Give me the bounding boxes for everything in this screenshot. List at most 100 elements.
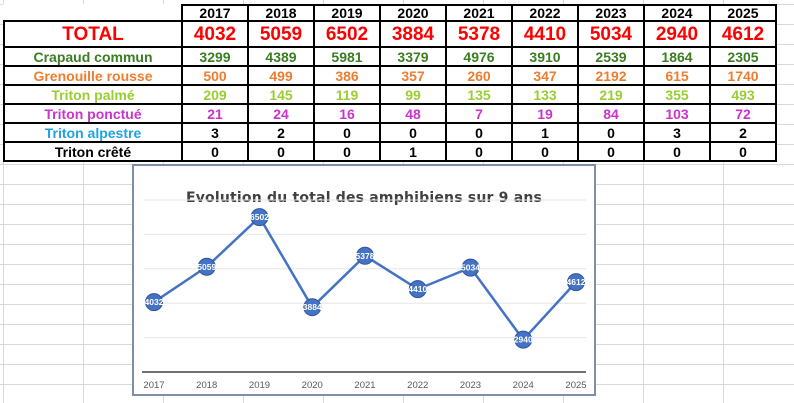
year-header-cell[interactable]: 2018: [247, 4, 315, 22]
species-value-cell[interactable]: 0: [709, 141, 777, 162]
species-value-cell[interactable]: 5981: [313, 46, 381, 67]
species-value-cell[interactable]: 0: [247, 141, 315, 162]
species-value-cell[interactable]: 19: [511, 103, 579, 124]
data-label: 5378: [356, 251, 375, 261]
species-label-cell[interactable]: Triton alpestre: [3, 122, 183, 143]
year-header-cell[interactable]: 2017: [181, 4, 249, 22]
species-value-cell[interactable]: 3910: [511, 46, 579, 67]
species-label-cell[interactable]: Triton ponctué: [3, 103, 183, 124]
species-value-cell[interactable]: 0: [445, 122, 513, 143]
species-label-cell[interactable]: Crapaud commun: [3, 46, 183, 67]
data-point[interactable]: [514, 330, 533, 349]
data-point[interactable]: [356, 246, 374, 265]
species-value-cell[interactable]: 0: [511, 141, 579, 162]
species-value-cell[interactable]: 0: [181, 141, 249, 162]
total-label-cell[interactable]: TOTAL: [3, 20, 183, 48]
total-value-cell[interactable]: 5059: [247, 20, 315, 48]
data-point[interactable]: [250, 208, 269, 227]
species-value-cell[interactable]: 0: [313, 122, 381, 143]
species-value-cell[interactable]: 347: [511, 65, 579, 86]
species-value-cell[interactable]: 3379: [379, 46, 447, 67]
species-value-cell[interactable]: 1740: [709, 65, 777, 86]
species-value-cell[interactable]: 99: [379, 84, 447, 105]
year-header-cell[interactable]: 2023: [577, 4, 645, 22]
species-value-cell[interactable]: 4976: [445, 46, 513, 67]
species-value-cell[interactable]: 357: [379, 65, 447, 86]
year-header-cell[interactable]: 2021: [445, 4, 513, 22]
species-value-cell[interactable]: 499: [247, 65, 315, 86]
species-value-cell[interactable]: 386: [313, 65, 381, 86]
species-value-cell[interactable]: 260: [445, 65, 513, 86]
total-value-cell[interactable]: 5034: [577, 20, 645, 48]
data-point[interactable]: [567, 273, 585, 292]
data-point[interactable]: [461, 258, 480, 277]
data-label: 6502: [250, 212, 269, 222]
species-value-cell[interactable]: 145: [247, 84, 315, 105]
species-value-cell[interactable]: 355: [643, 84, 711, 105]
data-label: 4612: [567, 277, 586, 287]
data-label: 4032: [145, 297, 164, 307]
species-value-cell[interactable]: 0: [577, 141, 645, 162]
species-value-cell[interactable]: 2: [709, 122, 777, 143]
chart-title: Evolution du total des amphibiens sur 9 …: [185, 190, 543, 206]
species-value-cell[interactable]: 4389: [247, 46, 315, 67]
total-value-cell[interactable]: 3884: [379, 20, 447, 48]
species-value-cell[interactable]: 615: [643, 65, 711, 86]
total-value-cell[interactable]: 4410: [511, 20, 579, 48]
data-label: 5059: [197, 262, 216, 272]
x-tick-label: 2023: [460, 380, 481, 391]
year-header-cell[interactable]: 2019: [313, 4, 381, 22]
data-point[interactable]: [303, 298, 322, 317]
species-value-cell[interactable]: 103: [643, 103, 711, 124]
total-value-cell[interactable]: 6502: [313, 20, 381, 48]
year-header-cell[interactable]: 2020: [379, 4, 447, 22]
year-header-cell[interactable]: 2025: [709, 4, 777, 22]
total-value-cell[interactable]: 4032: [181, 20, 249, 48]
species-label-cell[interactable]: Triton palmé: [3, 84, 183, 105]
empty-corner-cell: [4, 5, 183, 22]
species-value-cell[interactable]: 119: [313, 84, 381, 105]
species-value-cell[interactable]: 493: [709, 84, 777, 105]
species-value-cell[interactable]: 16: [313, 103, 381, 124]
data-point[interactable]: [408, 280, 427, 299]
x-tick-label: 2024: [513, 380, 534, 391]
species-label-cell[interactable]: Triton crêté: [3, 141, 183, 162]
species-value-cell[interactable]: 0: [445, 141, 513, 162]
species-value-cell[interactable]: 1864: [643, 46, 711, 67]
species-value-cell[interactable]: 0: [379, 122, 447, 143]
year-header-cell[interactable]: 2024: [643, 4, 711, 22]
species-value-cell[interactable]: 2305: [709, 46, 777, 67]
x-tick-label: 2022: [407, 380, 428, 391]
total-value-cell[interactable]: 2940: [643, 20, 711, 48]
species-value-cell[interactable]: 48: [379, 103, 447, 124]
species-value-cell[interactable]: 3: [643, 122, 711, 143]
total-value-cell[interactable]: 4612: [709, 20, 777, 48]
species-label-cell[interactable]: Grenouille rousse: [3, 65, 183, 86]
species-value-cell[interactable]: 1: [511, 122, 579, 143]
species-value-cell[interactable]: 0: [577, 122, 645, 143]
species-value-cell[interactable]: 2539: [577, 46, 645, 67]
species-value-cell[interactable]: 0: [643, 141, 711, 162]
x-tick-label: 2018: [196, 380, 217, 391]
total-evolution-chart[interactable]: Evolution du total des amphibiens sur 9 …: [132, 164, 596, 396]
species-value-cell[interactable]: 7: [445, 103, 513, 124]
species-value-cell[interactable]: 209: [181, 84, 249, 105]
total-value-cell[interactable]: 5378: [445, 20, 513, 48]
species-value-cell[interactable]: 1: [379, 141, 447, 162]
species-value-cell[interactable]: 0: [313, 141, 381, 162]
year-header-cell[interactable]: 2022: [511, 4, 579, 22]
species-value-cell[interactable]: 2: [247, 122, 315, 143]
species-value-cell[interactable]: 21: [181, 103, 249, 124]
species-value-cell[interactable]: 3299: [181, 46, 249, 67]
species-value-cell[interactable]: 500: [181, 65, 249, 86]
species-value-cell[interactable]: 84: [577, 103, 645, 124]
species-value-cell[interactable]: 3: [181, 122, 249, 143]
species-value-cell[interactable]: 135: [445, 84, 513, 105]
species-value-cell[interactable]: 72: [709, 103, 777, 124]
species-value-cell[interactable]: 219: [577, 84, 645, 105]
species-value-cell[interactable]: 2192: [577, 65, 645, 86]
data-point[interactable]: [197, 257, 216, 276]
data-point[interactable]: [145, 293, 163, 312]
species-value-cell[interactable]: 24: [247, 103, 315, 124]
species-value-cell[interactable]: 133: [511, 84, 579, 105]
